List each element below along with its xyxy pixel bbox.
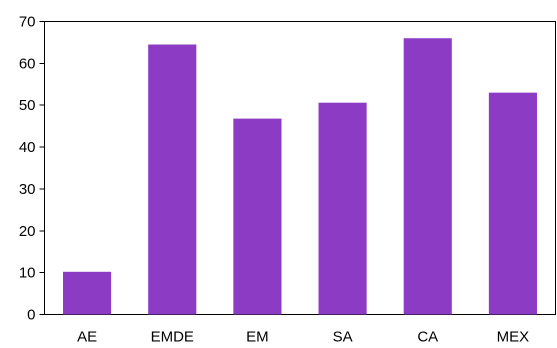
x-tick-label: EMDE xyxy=(151,329,194,346)
y-tick-label: 50 xyxy=(19,97,36,114)
bar-ae xyxy=(63,271,112,315)
bar-sa xyxy=(318,102,367,315)
y-tick-label: 70 xyxy=(19,14,36,31)
bar-emde xyxy=(148,44,197,315)
bar-mex xyxy=(488,92,537,315)
x-tick-label: SA xyxy=(333,329,353,346)
y-tick-label: 20 xyxy=(19,223,36,240)
bars xyxy=(63,38,537,315)
y-tick-label: 0 xyxy=(27,307,35,324)
y-tick-label: 30 xyxy=(19,181,36,198)
y-tick-label: 60 xyxy=(19,55,36,72)
x-tick-label: CA xyxy=(417,329,438,346)
plot-area-frame xyxy=(44,21,556,315)
x-axis: AE EMDE EM SA CA MEX xyxy=(77,329,529,346)
bar-em xyxy=(233,118,282,315)
x-tick-label: MEX xyxy=(497,329,530,346)
y-tick-label: 10 xyxy=(19,265,36,282)
y-axis: 0 10 20 30 40 50 60 70 xyxy=(19,14,45,324)
x-tick-label: EM xyxy=(246,329,269,346)
x-tick-label: AE xyxy=(77,329,97,346)
bar-ca xyxy=(403,38,452,315)
y-tick-label: 40 xyxy=(19,139,36,156)
